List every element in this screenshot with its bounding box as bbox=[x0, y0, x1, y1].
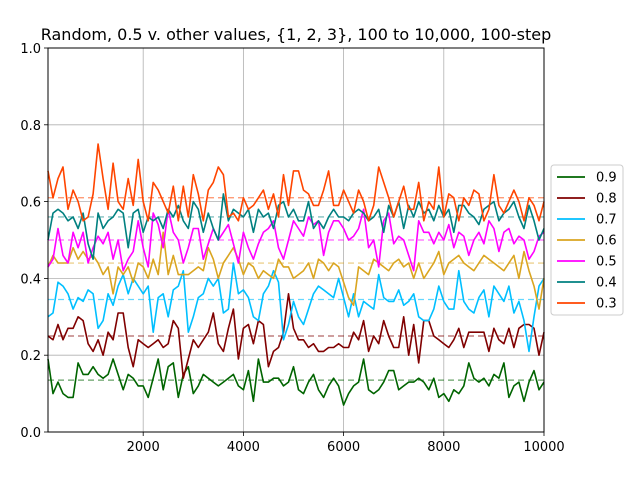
x-tick-label: 8000 bbox=[427, 440, 460, 455]
y-tick-label: 0.4 bbox=[20, 272, 41, 287]
legend-label: 0.4 bbox=[596, 276, 617, 291]
x-tick-label: 2000 bbox=[127, 440, 160, 455]
chart-title: Random, 0.5 v. other values, {1, 2, 3}, … bbox=[41, 25, 552, 44]
series-line-0-8 bbox=[47, 292, 545, 380]
y-tick-label: 0.2 bbox=[20, 349, 41, 364]
legend-label: 0.3 bbox=[596, 297, 617, 312]
y-tick-label: 0.0 bbox=[20, 426, 41, 441]
series-line-0-9 bbox=[47, 358, 545, 406]
legend-label: 0.7 bbox=[596, 213, 617, 228]
legend-box bbox=[550, 164, 624, 316]
legend: 0.9 0.8 0.7 0.6 0.5 0.4 0.3 bbox=[550, 164, 624, 316]
y-tick-label: 0.8 bbox=[20, 119, 41, 134]
y-tick-label: 1.0 bbox=[20, 42, 41, 57]
series-line-0-4 bbox=[47, 193, 545, 261]
series-line-0-5 bbox=[47, 208, 545, 272]
mean-reference-lines bbox=[48, 197, 544, 381]
axes-frame bbox=[47, 47, 545, 433]
y-tick-label: 0.6 bbox=[20, 196, 41, 211]
axis-ticks: 2000 4000 6000 8000 10000 0.0 0.2 0.4 0.6 0.8 1.0 bbox=[20, 42, 564, 455]
legend-label: 0.8 bbox=[596, 192, 617, 207]
x-tick-label: 6000 bbox=[327, 440, 360, 455]
series-line-0-3 bbox=[47, 143, 545, 222]
series-line-0-6 bbox=[47, 231, 545, 310]
series-lines bbox=[47, 143, 545, 406]
legend-label: 0.6 bbox=[596, 234, 617, 249]
series-line-0-7 bbox=[47, 262, 545, 353]
x-tick-label: 10000 bbox=[523, 440, 564, 455]
legend-label: 0.9 bbox=[596, 171, 617, 186]
legend-label: 0.5 bbox=[596, 255, 617, 270]
x-tick-label: 4000 bbox=[227, 440, 260, 455]
